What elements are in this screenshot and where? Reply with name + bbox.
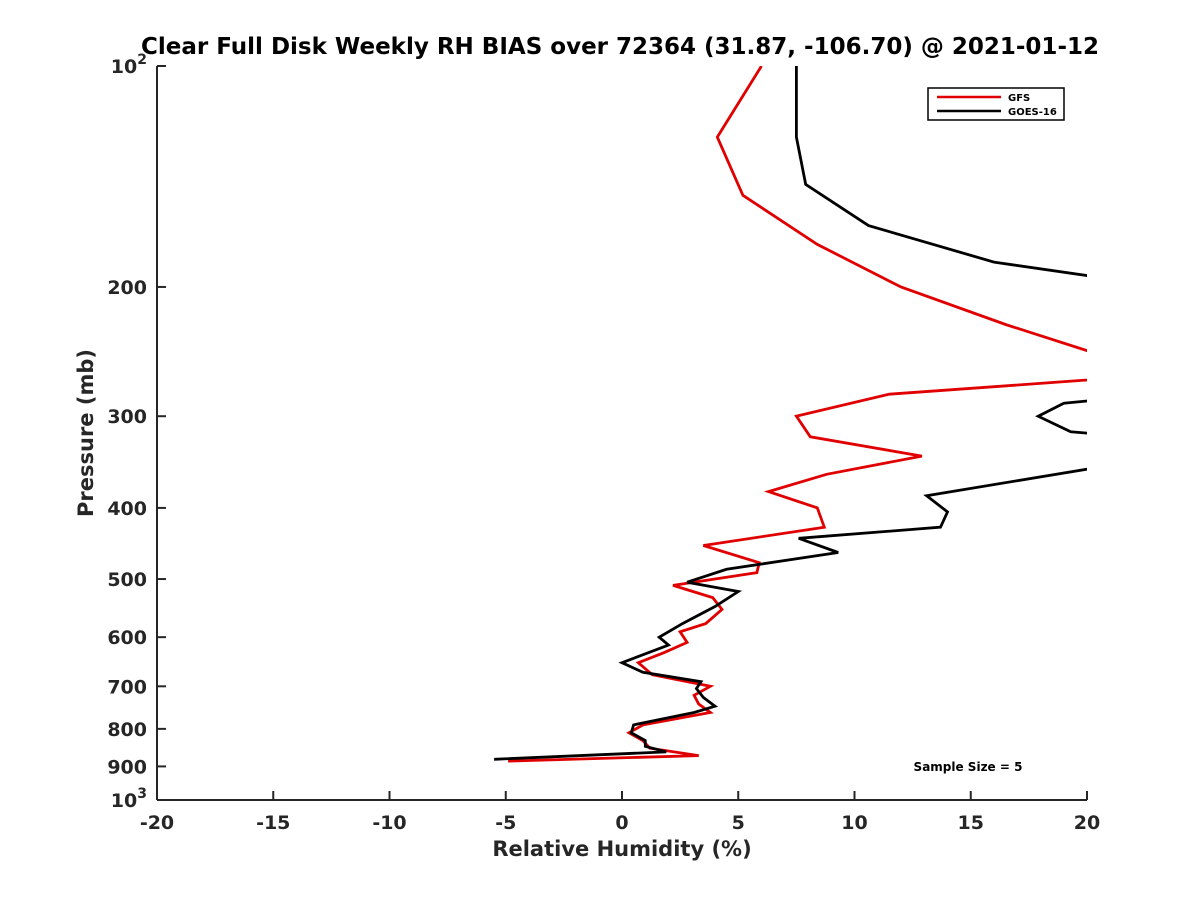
y-tick-label: 400 <box>107 498 147 520</box>
legend-label-gfs: GFS <box>1008 93 1030 104</box>
x-tick-label: -5 <box>495 812 516 834</box>
y-axis-label: Pressure (mb) <box>74 349 98 517</box>
series-layer <box>494 66 1087 763</box>
y-tick-label: 900 <box>107 756 147 778</box>
x-tick-label: 10 <box>841 812 867 834</box>
y-tick-label: 200 <box>107 277 147 299</box>
legend: GFS GOES-16 <box>927 87 1065 121</box>
x-tick-label: 0 <box>615 812 628 834</box>
x-tick-label: 20 <box>1074 812 1100 834</box>
y-tick-label: 800 <box>107 719 147 741</box>
x-tick-label: -20 <box>140 812 174 834</box>
series-line-gfs <box>508 66 1087 763</box>
y-tick-label: 500 <box>107 569 147 591</box>
sample-size-annotation: Sample Size = 5 <box>914 760 1023 774</box>
x-tick-label: 5 <box>732 812 745 834</box>
x-tick-label: 15 <box>958 812 984 834</box>
x-tick-label: -15 <box>256 812 290 834</box>
ticks-layer: -20 -15 -10 -5 0 5 10 15 20 102 200 300 400 500 600 700… <box>107 52 1100 834</box>
y-tick-label: 102 <box>111 52 147 78</box>
y-tick-label: 700 <box>107 676 147 698</box>
x-tick-label: -10 <box>372 812 406 834</box>
y-tick-label: 300 <box>107 406 147 428</box>
legend-box <box>927 87 1065 121</box>
y-tick-label: 600 <box>107 627 147 649</box>
x-axis-label: Relative Humidity (%) <box>492 837 751 861</box>
chart-title: Clear Full Disk Weekly RH BIAS over 7236… <box>141 34 1099 60</box>
series-line-goes16 <box>494 66 1087 761</box>
legend-label-goes16: GOES-16 <box>1008 107 1057 118</box>
